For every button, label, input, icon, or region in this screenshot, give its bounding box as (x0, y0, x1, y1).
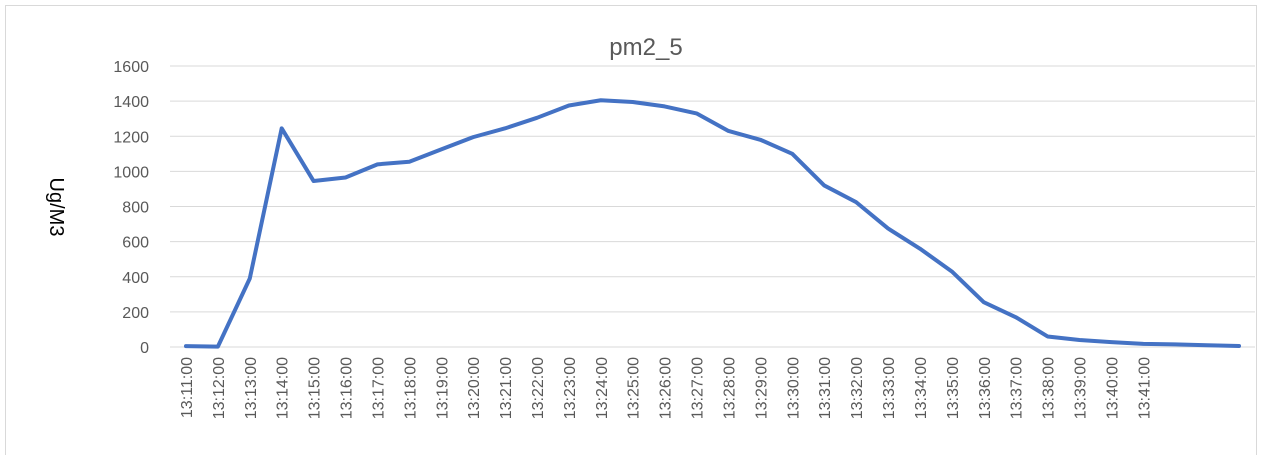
x-tick-label: 13:17:00 (370, 357, 387, 419)
x-tick-label: 13:36:00 (977, 357, 994, 419)
x-tick-label: 13:33:00 (881, 357, 898, 419)
x-tick-label: 13:30:00 (785, 357, 802, 419)
x-tick-label: 13:28:00 (721, 357, 738, 419)
x-tick-label: 13:39:00 (1072, 357, 1089, 419)
x-tick-label: 13:31:00 (817, 357, 834, 419)
y-tick-label: 1400 (113, 94, 149, 111)
y-tick-label: 800 (122, 200, 149, 217)
x-tick-label: 13:23:00 (562, 357, 579, 419)
x-tick-label: 13:18:00 (402, 357, 419, 419)
x-tick-label: 13:32:00 (849, 357, 866, 419)
x-tick-label: 13:14:00 (275, 357, 292, 419)
y-tick-label: 1200 (113, 129, 149, 146)
y-tick-label: 600 (122, 235, 149, 252)
y-axis-label: Ug/M3 (45, 178, 67, 237)
x-tick-label: 13:25:00 (626, 357, 643, 419)
x-tick-label: 13:34:00 (913, 357, 930, 419)
x-tick-label: 13:27:00 (690, 357, 707, 419)
x-tick-label: 13:20:00 (466, 357, 483, 419)
x-tick-label: 13:12:00 (211, 357, 228, 419)
x-tick-label: 13:13:00 (243, 357, 260, 419)
y-tick-label: 0 (140, 340, 149, 357)
x-tick-label: 13:29:00 (753, 357, 770, 419)
x-tick-label: 13:40:00 (1104, 357, 1121, 419)
x-tick-label: 13:24:00 (594, 357, 611, 419)
x-tick-label: 13:22:00 (530, 357, 547, 419)
chart-title: pm2_5 (609, 34, 682, 61)
x-tick-label: 13:26:00 (658, 357, 675, 419)
x-tick-label: 13:15:00 (307, 357, 324, 419)
x-tick-label: 13:19:00 (434, 357, 451, 419)
y-tick-label: 1600 (113, 59, 149, 76)
y-tick-label: 200 (122, 305, 149, 322)
x-tick-label: 13:21:00 (498, 357, 515, 419)
x-tick-label: 13:35:00 (945, 357, 962, 419)
y-tick-label: 1000 (113, 164, 149, 181)
x-tick-label: 13:37:00 (1009, 357, 1026, 419)
x-tick-label: 13:41:00 (1136, 357, 1153, 419)
x-tick-label: 13:11:00 (179, 357, 196, 418)
data-line (183, 98, 1242, 349)
x-tick-label: 13:38:00 (1041, 357, 1058, 419)
x-tick-label: 13:16:00 (339, 357, 356, 419)
y-tick-label: 400 (122, 270, 149, 287)
chart-border (5, 5, 1257, 455)
